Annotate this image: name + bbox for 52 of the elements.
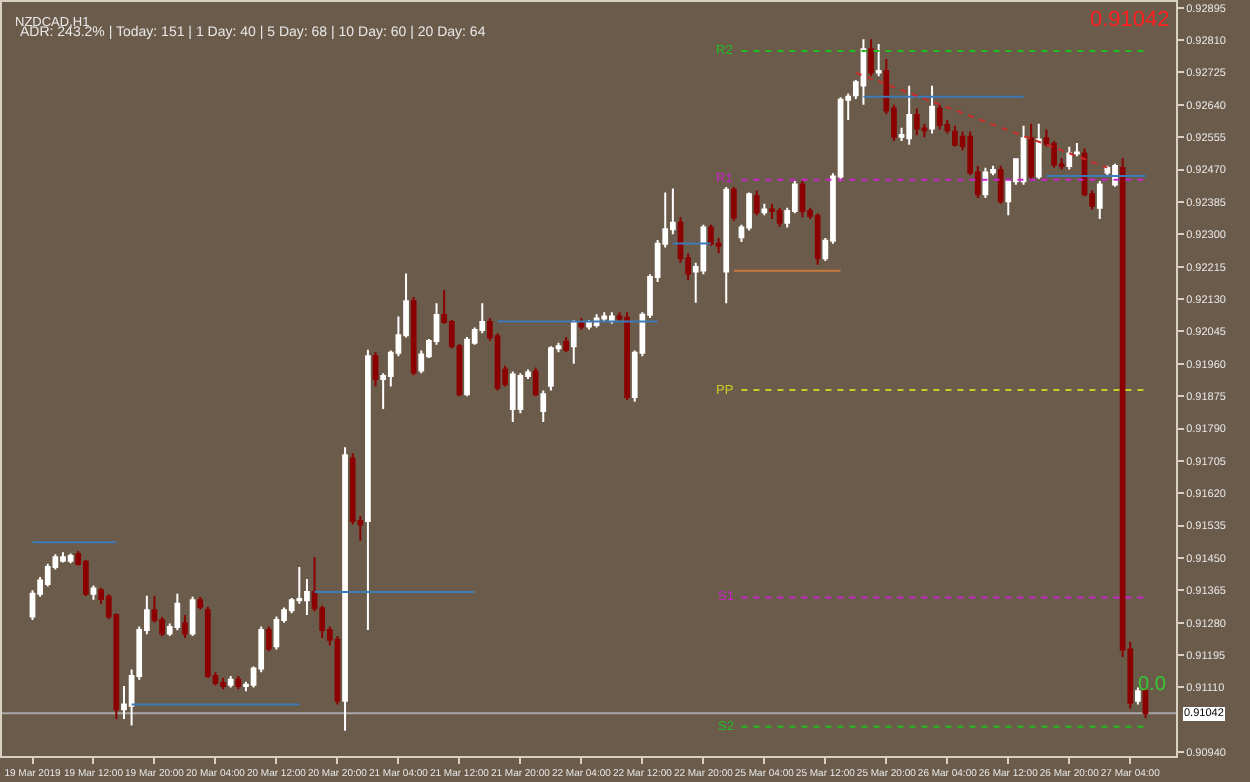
candlestick (723, 183, 730, 305)
candlestick (204, 605, 211, 679)
annotation: 0.91042 (1090, 8, 1170, 32)
candlestick (182, 614, 188, 639)
candlestick (761, 202, 768, 217)
candlestick (753, 189, 760, 217)
candlestick (235, 675, 242, 691)
candlestick (952, 124, 958, 148)
candlestick (174, 592, 181, 632)
candlestick (464, 336, 470, 398)
candlestick (929, 84, 935, 135)
candlestick (265, 625, 272, 653)
candlestick (540, 389, 547, 424)
candlestick (548, 345, 554, 392)
candlestick (220, 676, 226, 691)
annotation: 0.0 (1138, 674, 1167, 696)
candlestick (372, 351, 379, 388)
candlestick (227, 675, 234, 689)
candlestick (570, 318, 577, 365)
candlestick (410, 296, 417, 377)
candlestick (90, 584, 97, 601)
candlestick (875, 42, 882, 78)
candlestick (60, 551, 66, 564)
candlestick (906, 84, 913, 146)
candlestick (67, 552, 74, 565)
candlestick (769, 202, 775, 221)
candlestick (997, 164, 1004, 205)
candlestick (563, 336, 569, 354)
candlestick (799, 179, 806, 219)
candlestick (601, 311, 608, 323)
candlestick (1096, 179, 1103, 221)
candlestick (1020, 124, 1027, 186)
candlestick (82, 558, 89, 598)
candlestick (532, 366, 539, 398)
candlestick (624, 311, 630, 401)
candlestick (1066, 145, 1073, 171)
candlestick (860, 38, 867, 106)
candlestick (1074, 141, 1080, 158)
candlestick (1028, 122, 1035, 182)
candlestick (708, 223, 714, 247)
candlestick (868, 38, 874, 78)
candlestick (913, 107, 920, 137)
candlestick (1035, 122, 1042, 181)
candlestick (365, 348, 371, 631)
candlestick (1135, 686, 1141, 706)
candlestick (342, 446, 348, 732)
candlestick (197, 595, 204, 611)
candlestick (776, 206, 783, 228)
candlestick (814, 212, 821, 266)
candlestick (609, 311, 615, 323)
candlestick (509, 370, 516, 424)
candlestick (936, 103, 943, 131)
